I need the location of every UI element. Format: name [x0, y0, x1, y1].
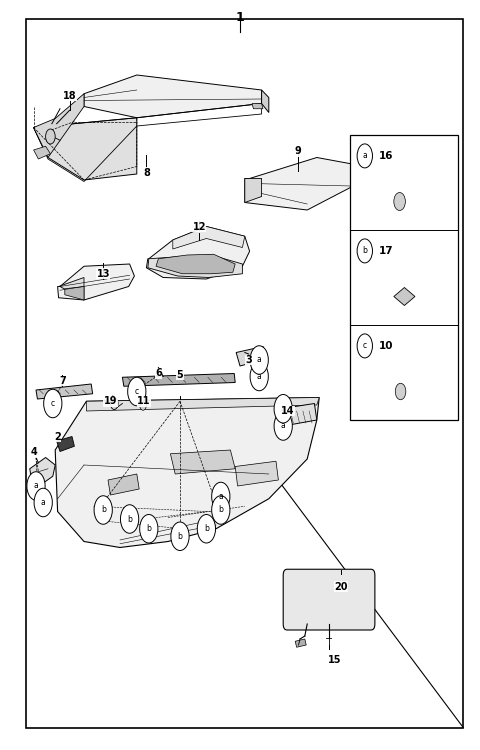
Text: a: a	[362, 152, 367, 160]
Polygon shape	[295, 639, 306, 647]
Polygon shape	[235, 461, 278, 486]
Text: b: b	[146, 524, 151, 533]
Polygon shape	[58, 264, 134, 300]
Text: b: b	[362, 247, 367, 256]
Text: 7: 7	[59, 376, 66, 386]
Polygon shape	[394, 287, 415, 305]
Text: 4: 4	[30, 447, 37, 458]
Circle shape	[212, 496, 230, 524]
Circle shape	[357, 239, 372, 263]
Polygon shape	[252, 104, 263, 109]
Text: 19: 19	[104, 396, 117, 406]
Circle shape	[110, 398, 118, 410]
Text: a: a	[281, 422, 286, 430]
Polygon shape	[281, 404, 317, 426]
Text: a: a	[281, 404, 286, 413]
Text: 12: 12	[192, 221, 206, 232]
Text: c: c	[135, 387, 139, 396]
Polygon shape	[156, 254, 235, 274]
Circle shape	[197, 514, 216, 543]
Circle shape	[357, 144, 372, 168]
Text: c: c	[363, 341, 367, 350]
Circle shape	[274, 394, 292, 423]
Circle shape	[128, 377, 146, 406]
Text: 1: 1	[236, 11, 244, 24]
Text: 3: 3	[245, 355, 252, 365]
Polygon shape	[245, 178, 262, 203]
Polygon shape	[236, 346, 268, 366]
Text: a: a	[257, 372, 262, 381]
Polygon shape	[57, 436, 74, 451]
Polygon shape	[34, 146, 50, 159]
Text: c: c	[51, 399, 55, 408]
Circle shape	[250, 346, 268, 374]
Text: 16: 16	[379, 151, 394, 161]
Circle shape	[140, 400, 146, 410]
Text: a: a	[41, 498, 46, 507]
Circle shape	[94, 496, 112, 524]
Circle shape	[46, 129, 55, 144]
Text: 2: 2	[54, 431, 61, 442]
Polygon shape	[262, 90, 269, 112]
Text: 18: 18	[63, 91, 76, 101]
Text: a: a	[218, 492, 223, 501]
Circle shape	[396, 383, 406, 400]
Polygon shape	[34, 118, 137, 180]
Polygon shape	[34, 94, 84, 158]
Polygon shape	[350, 182, 365, 203]
Circle shape	[140, 514, 158, 543]
Text: b: b	[101, 506, 106, 515]
Polygon shape	[59, 278, 84, 300]
Polygon shape	[55, 398, 319, 548]
Text: b: b	[178, 532, 182, 541]
Circle shape	[212, 482, 230, 511]
Circle shape	[34, 488, 52, 517]
Text: 10: 10	[379, 341, 394, 351]
Circle shape	[27, 472, 45, 500]
Text: 14: 14	[281, 406, 295, 416]
Polygon shape	[36, 384, 93, 399]
Polygon shape	[148, 255, 242, 278]
Text: 20: 20	[334, 581, 348, 592]
Text: 13: 13	[96, 268, 110, 279]
Text: b: b	[218, 506, 223, 515]
Circle shape	[394, 193, 406, 211]
Text: 17: 17	[379, 246, 394, 256]
Bar	[350, 135, 458, 420]
Circle shape	[274, 412, 292, 440]
FancyBboxPatch shape	[283, 569, 375, 630]
Circle shape	[357, 334, 372, 358]
Polygon shape	[86, 398, 319, 411]
Polygon shape	[173, 226, 245, 249]
Polygon shape	[84, 75, 262, 118]
Polygon shape	[170, 450, 235, 474]
Text: b: b	[204, 524, 209, 533]
Polygon shape	[108, 474, 139, 495]
Text: 15: 15	[328, 655, 342, 665]
Text: a: a	[34, 482, 38, 490]
Polygon shape	[355, 172, 367, 189]
Circle shape	[44, 389, 62, 418]
Text: 6: 6	[155, 368, 162, 379]
Polygon shape	[65, 286, 84, 300]
Circle shape	[171, 522, 189, 550]
Text: 5: 5	[177, 370, 183, 380]
Text: b: b	[127, 514, 132, 523]
Polygon shape	[122, 374, 235, 386]
Text: 11: 11	[137, 396, 151, 406]
Circle shape	[120, 505, 139, 533]
Text: a: a	[257, 356, 262, 364]
Polygon shape	[30, 458, 55, 484]
Circle shape	[250, 362, 268, 391]
Text: 9: 9	[294, 146, 301, 157]
Polygon shape	[146, 226, 250, 279]
Text: 8: 8	[143, 167, 150, 178]
Polygon shape	[245, 158, 358, 210]
